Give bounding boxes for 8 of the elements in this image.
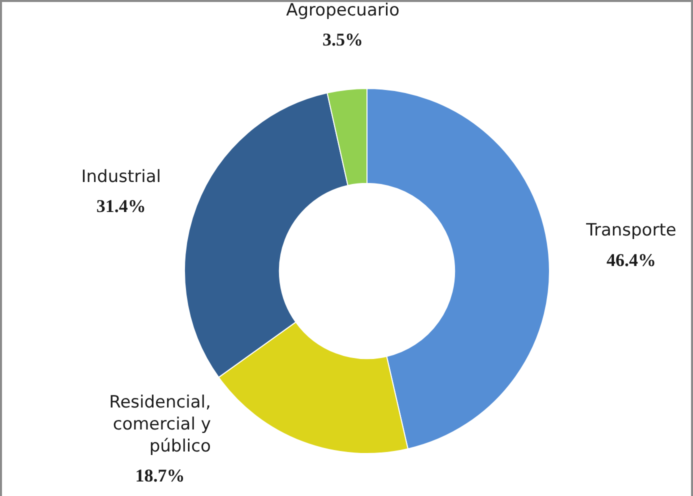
data-label: 3.5% [322,29,364,50]
data-label: 31.4% [96,196,146,216]
slice-label: Residencial, comercial y público [109,392,211,456]
slice-label: Industrial [81,166,161,187]
slice-label: Agropecuario [286,0,400,20]
data-label: 46.4% [606,250,656,270]
data-label: 18.7% [135,466,185,486]
slice-label: Transporte [585,220,676,241]
